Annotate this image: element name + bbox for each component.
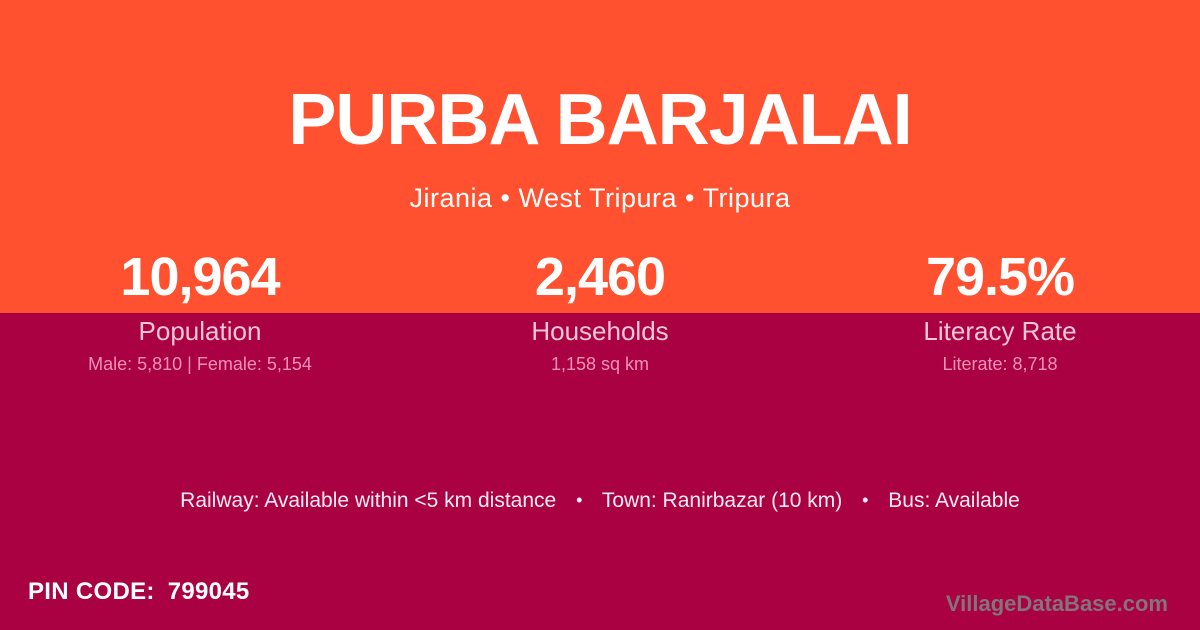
households-label: Households bbox=[531, 316, 669, 346]
bullet-separator: • bbox=[862, 490, 869, 510]
amenities-line: Railway: Available within <5 km distance… bbox=[0, 487, 1200, 514]
population-value: 10,964 bbox=[120, 247, 280, 307]
bus-availability: Bus: Available bbox=[888, 489, 1020, 512]
village-name-title: PURBA BARJALAI bbox=[288, 80, 912, 160]
pin-code: PIN CODE: 799045 bbox=[28, 578, 250, 606]
population-detail: Male: 5,810 | Female: 5,154 bbox=[88, 354, 312, 374]
pin-code-value: 799045 bbox=[167, 578, 250, 605]
stat-households: 2,460 Households 1,158 sq km bbox=[400, 247, 800, 375]
literacy-value: 79.5% bbox=[925, 247, 1075, 307]
stats-row: 10,964 Population Male: 5,810 | Female: … bbox=[0, 247, 1200, 375]
households-detail: 1,158 sq km bbox=[550, 354, 650, 374]
population-label: Population bbox=[138, 316, 262, 346]
pin-code-label: PIN CODE: bbox=[28, 578, 155, 605]
stat-population: 10,964 Population Male: 5,810 | Female: … bbox=[0, 247, 400, 375]
nearest-town: Town: Ranirbazar (10 km) bbox=[601, 489, 843, 512]
location-breadcrumb: Jirania • West Tripura • Tripura bbox=[409, 183, 791, 213]
households-value: 2,460 bbox=[534, 247, 666, 307]
literacy-label: Literacy Rate bbox=[923, 316, 1077, 346]
stat-literacy: 79.5% Literacy Rate Literate: 8,718 bbox=[800, 247, 1200, 375]
bullet-separator: • bbox=[576, 490, 583, 510]
literacy-detail: Literate: 8,718 bbox=[942, 354, 1058, 374]
railway-availability: Railway: Available within <5 km distance bbox=[180, 489, 557, 512]
site-watermark: VillageDataBase.com bbox=[945, 591, 1168, 616]
header-band bbox=[0, 0, 1200, 313]
